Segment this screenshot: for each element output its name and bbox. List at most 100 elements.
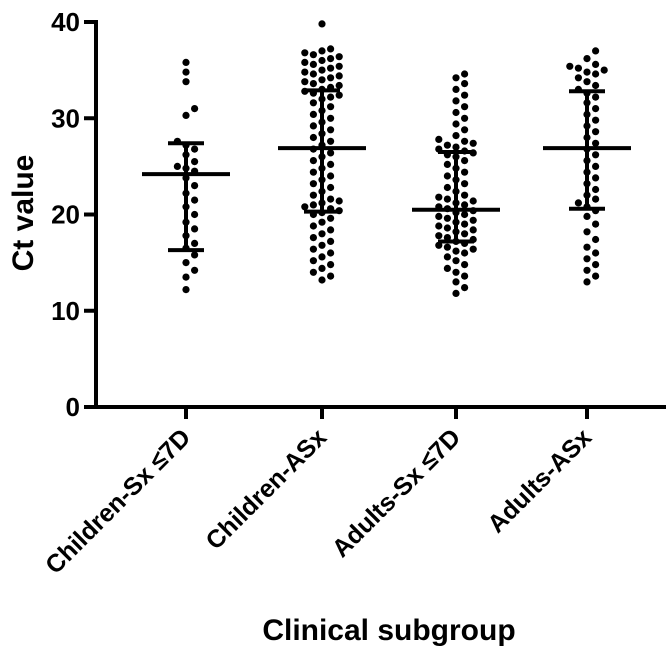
data-point (335, 91, 343, 99)
data-point (327, 137, 335, 145)
data-point (452, 278, 460, 286)
data-point (452, 247, 460, 255)
data-point (335, 81, 343, 90)
data-point (173, 162, 181, 170)
data-point (327, 160, 335, 168)
data-point (583, 243, 591, 251)
data-point (592, 81, 600, 90)
data-point (583, 255, 591, 263)
data-point (301, 58, 309, 66)
data-point (443, 264, 451, 272)
data-point (309, 201, 317, 209)
data-point (592, 70, 600, 78)
data-point (182, 111, 190, 119)
x-axis-title: Clinical subgroup (262, 614, 515, 647)
data-point (318, 76, 326, 84)
data-point (469, 139, 477, 147)
data-point (461, 70, 469, 78)
data-point (566, 62, 574, 70)
data-point (301, 78, 309, 86)
mean-sd-bars (142, 88, 631, 253)
data-point (309, 234, 317, 242)
data-point (318, 276, 326, 284)
data-point (309, 133, 317, 142)
data-point (452, 120, 460, 128)
data-point (301, 49, 309, 57)
data-point (327, 226, 335, 234)
data-point (461, 249, 469, 257)
data-point (435, 212, 443, 220)
data-point (318, 56, 326, 65)
data-point (592, 195, 600, 203)
data-point (309, 257, 317, 265)
data-point (443, 160, 451, 168)
data-point (452, 257, 460, 265)
data-point (327, 149, 335, 157)
data-point (461, 201, 469, 209)
data-point (435, 241, 443, 249)
data-point (461, 191, 469, 199)
data-point (583, 228, 591, 236)
data-point (335, 197, 343, 205)
data-point (318, 47, 326, 55)
data-point (191, 239, 199, 247)
data-point (583, 212, 591, 220)
x-category-label: Adults-ASx (482, 423, 597, 538)
data-point (574, 64, 583, 72)
data-point (583, 278, 591, 286)
data-point (592, 261, 600, 269)
x-category-label: Adults-Sx ≤7D (327, 423, 467, 563)
data-point (335, 62, 343, 70)
data-point (182, 273, 190, 281)
data-point (182, 68, 190, 76)
data-point (182, 259, 190, 267)
y-tick-label: 30 (51, 103, 80, 133)
data-point (469, 226, 477, 234)
data-point (327, 214, 335, 222)
data-point (452, 268, 460, 276)
data-point (469, 197, 477, 205)
data-point (318, 66, 326, 74)
data-point (327, 126, 335, 134)
data-point (335, 72, 343, 80)
data-point (309, 99, 317, 107)
data-point (318, 230, 326, 238)
data-point (592, 185, 600, 194)
data-point (443, 234, 451, 242)
data-point (592, 235, 600, 244)
data-point (191, 225, 199, 233)
data-point (443, 243, 451, 251)
data-point (583, 78, 591, 86)
data-point (191, 158, 199, 166)
data-point (309, 168, 317, 176)
data-point (592, 249, 600, 257)
data-point (461, 103, 469, 111)
data-point (309, 70, 317, 78)
data-point (327, 74, 335, 82)
data-point (583, 55, 591, 63)
data-point (309, 245, 317, 253)
data-point (452, 143, 460, 151)
data-point (461, 157, 469, 165)
data-point (327, 237, 335, 245)
y-tick-label: 20 (51, 200, 80, 230)
data-point (309, 51, 317, 59)
data-point (461, 126, 469, 134)
data-point (309, 222, 317, 230)
data-point (452, 74, 460, 82)
data-point (327, 249, 335, 257)
data-point (461, 230, 469, 238)
data-point (327, 261, 335, 269)
data-point (600, 66, 608, 74)
data-point (452, 97, 460, 105)
data-point (592, 93, 600, 101)
data-point (592, 128, 600, 136)
data-point (452, 85, 460, 93)
x-category-label: Children-ASx (200, 423, 332, 555)
data-point (182, 286, 190, 294)
data-point (574, 199, 583, 207)
data-point (461, 80, 469, 88)
data-point (318, 253, 326, 261)
data-point (461, 261, 469, 269)
